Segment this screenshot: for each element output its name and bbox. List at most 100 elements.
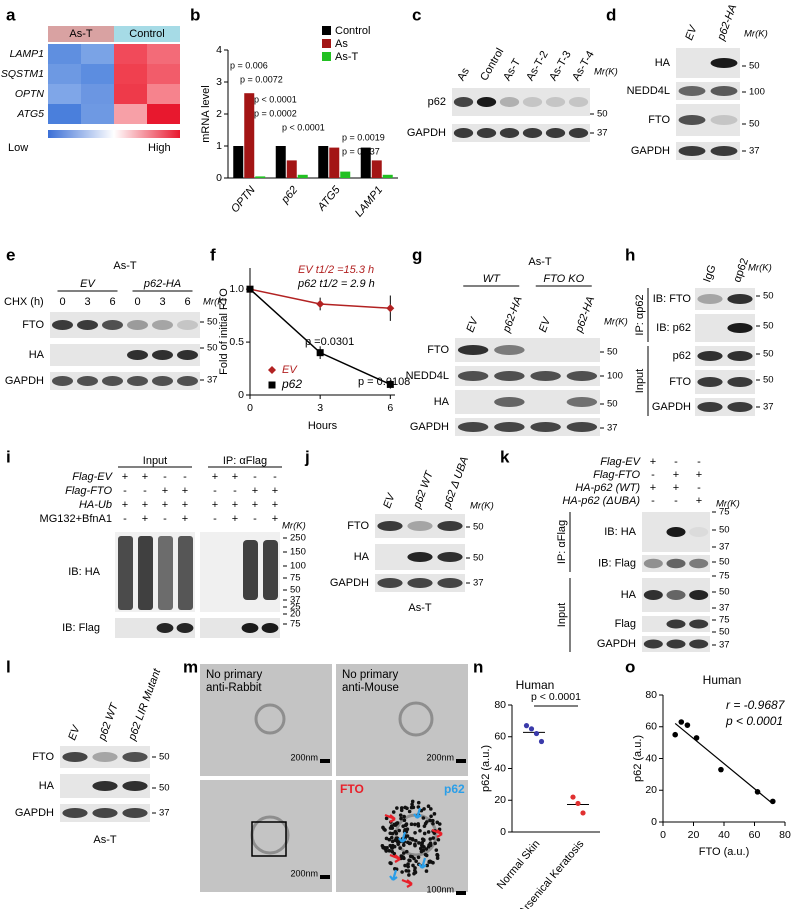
row-label: HA [655, 57, 671, 69]
marker-label: 50 [159, 752, 170, 763]
row-label: HA [29, 349, 45, 361]
y-axis-label: mRNA level [200, 85, 212, 142]
gold-particle [431, 821, 435, 826]
marker-label: 50 [473, 522, 484, 533]
gold-particle [413, 822, 417, 827]
marker-label: 20 [290, 609, 301, 620]
sign: - [163, 513, 167, 525]
group-label: Control [129, 28, 164, 40]
gold-particle [409, 822, 414, 827]
gold-particle [389, 861, 393, 866]
gold-particle [436, 837, 441, 842]
row-label: FTO [669, 376, 691, 388]
bar [286, 160, 297, 178]
point [523, 723, 530, 729]
mr-label: Mr(K) [594, 67, 618, 78]
gold-particle [410, 854, 414, 859]
gold-particle [410, 799, 415, 804]
gold-particle [392, 851, 397, 856]
gold-particle [414, 838, 418, 843]
p-value: p < 0.0001 [254, 94, 297, 104]
row-label: IB: FTO [653, 293, 692, 305]
band [437, 578, 463, 588]
legend-label: As-T [335, 51, 359, 63]
marker-label: 37 [473, 578, 484, 589]
band [568, 97, 589, 107]
sign: - [123, 513, 127, 525]
x-tick-label: 3 [317, 402, 323, 414]
sign: + [232, 471, 238, 483]
band [407, 552, 433, 562]
band [727, 294, 753, 304]
sign: - [143, 485, 147, 497]
band [522, 97, 543, 107]
gold-particle [431, 818, 435, 823]
lane-label: p62-HA [573, 295, 597, 335]
gold-particle [422, 807, 426, 811]
row-label: GAPDH [5, 375, 44, 387]
lane-label: EV [464, 315, 481, 334]
lane-label: EV [66, 723, 83, 742]
gold-particle [416, 855, 421, 860]
band [457, 345, 489, 355]
legend-swatch [322, 26, 331, 35]
band [689, 558, 709, 569]
marker-label: 75 [290, 573, 301, 584]
band [678, 146, 706, 156]
band [177, 350, 198, 360]
sign: + [182, 499, 188, 511]
x-tick-label: ATG5 [315, 183, 343, 214]
point [693, 735, 700, 741]
sign: - [697, 482, 701, 494]
caption: No primary [206, 669, 262, 681]
y-tick-label: 0 [216, 172, 222, 184]
ip-label: IP: αFlag [556, 520, 568, 564]
gold-particle [399, 806, 404, 810]
legend-swatch [268, 366, 276, 374]
p-value: p < 0.0001 [531, 691, 581, 703]
input-label: Input [556, 603, 568, 627]
band [261, 623, 279, 633]
bar [255, 176, 266, 178]
smear [263, 540, 278, 600]
gene-label: ATG5 [16, 108, 44, 120]
marker-label: 50 [473, 553, 484, 564]
lane-label: EV [537, 315, 554, 334]
sign: - [213, 485, 217, 497]
gold-particle [406, 862, 410, 866]
condition-label: HA-p62 (WT) [575, 482, 640, 494]
gold-particle [419, 849, 424, 854]
panel-letter: d [606, 5, 616, 24]
p-value: p = 0.0072 [240, 74, 283, 84]
marker-label: 50 [607, 347, 618, 358]
em-texture [200, 664, 332, 776]
organelle [398, 701, 434, 737]
row-label: FTO [347, 520, 369, 532]
gold-particle [432, 812, 437, 816]
band [52, 320, 73, 330]
band [689, 590, 709, 600]
caption: No primary [342, 669, 398, 681]
organelle [254, 703, 286, 735]
scalebar [320, 759, 330, 763]
mr-label: Mr(K) [604, 317, 628, 328]
gene-label: LAMP1 [10, 48, 44, 60]
band [643, 639, 663, 649]
sign: - [233, 485, 237, 497]
x-tick-label: 6 [387, 402, 393, 414]
row-label: IB: HA [604, 526, 636, 538]
gold-particle [411, 863, 415, 868]
sign: - [123, 485, 127, 497]
gold-particle [397, 828, 402, 833]
row-label: IB: HA [68, 566, 100, 578]
gold-particle [420, 840, 425, 845]
gold-particle [429, 807, 433, 811]
band [176, 623, 194, 633]
marker-label: 37 [607, 423, 618, 434]
sign: + [252, 485, 258, 497]
band [727, 351, 753, 361]
gold-particle [435, 852, 440, 857]
p-value: p = 0.006 [230, 60, 268, 70]
band [476, 128, 497, 138]
row-label: HA [621, 589, 637, 601]
